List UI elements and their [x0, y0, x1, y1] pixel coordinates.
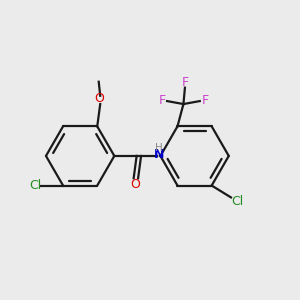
Text: F: F [158, 94, 166, 107]
Text: O: O [130, 178, 140, 191]
Text: F: F [182, 76, 188, 89]
Text: Cl: Cl [231, 194, 244, 208]
Text: Cl: Cl [29, 179, 41, 192]
Text: O: O [94, 92, 104, 105]
Text: H: H [155, 142, 163, 153]
Text: N: N [154, 148, 164, 161]
Text: F: F [201, 94, 208, 107]
